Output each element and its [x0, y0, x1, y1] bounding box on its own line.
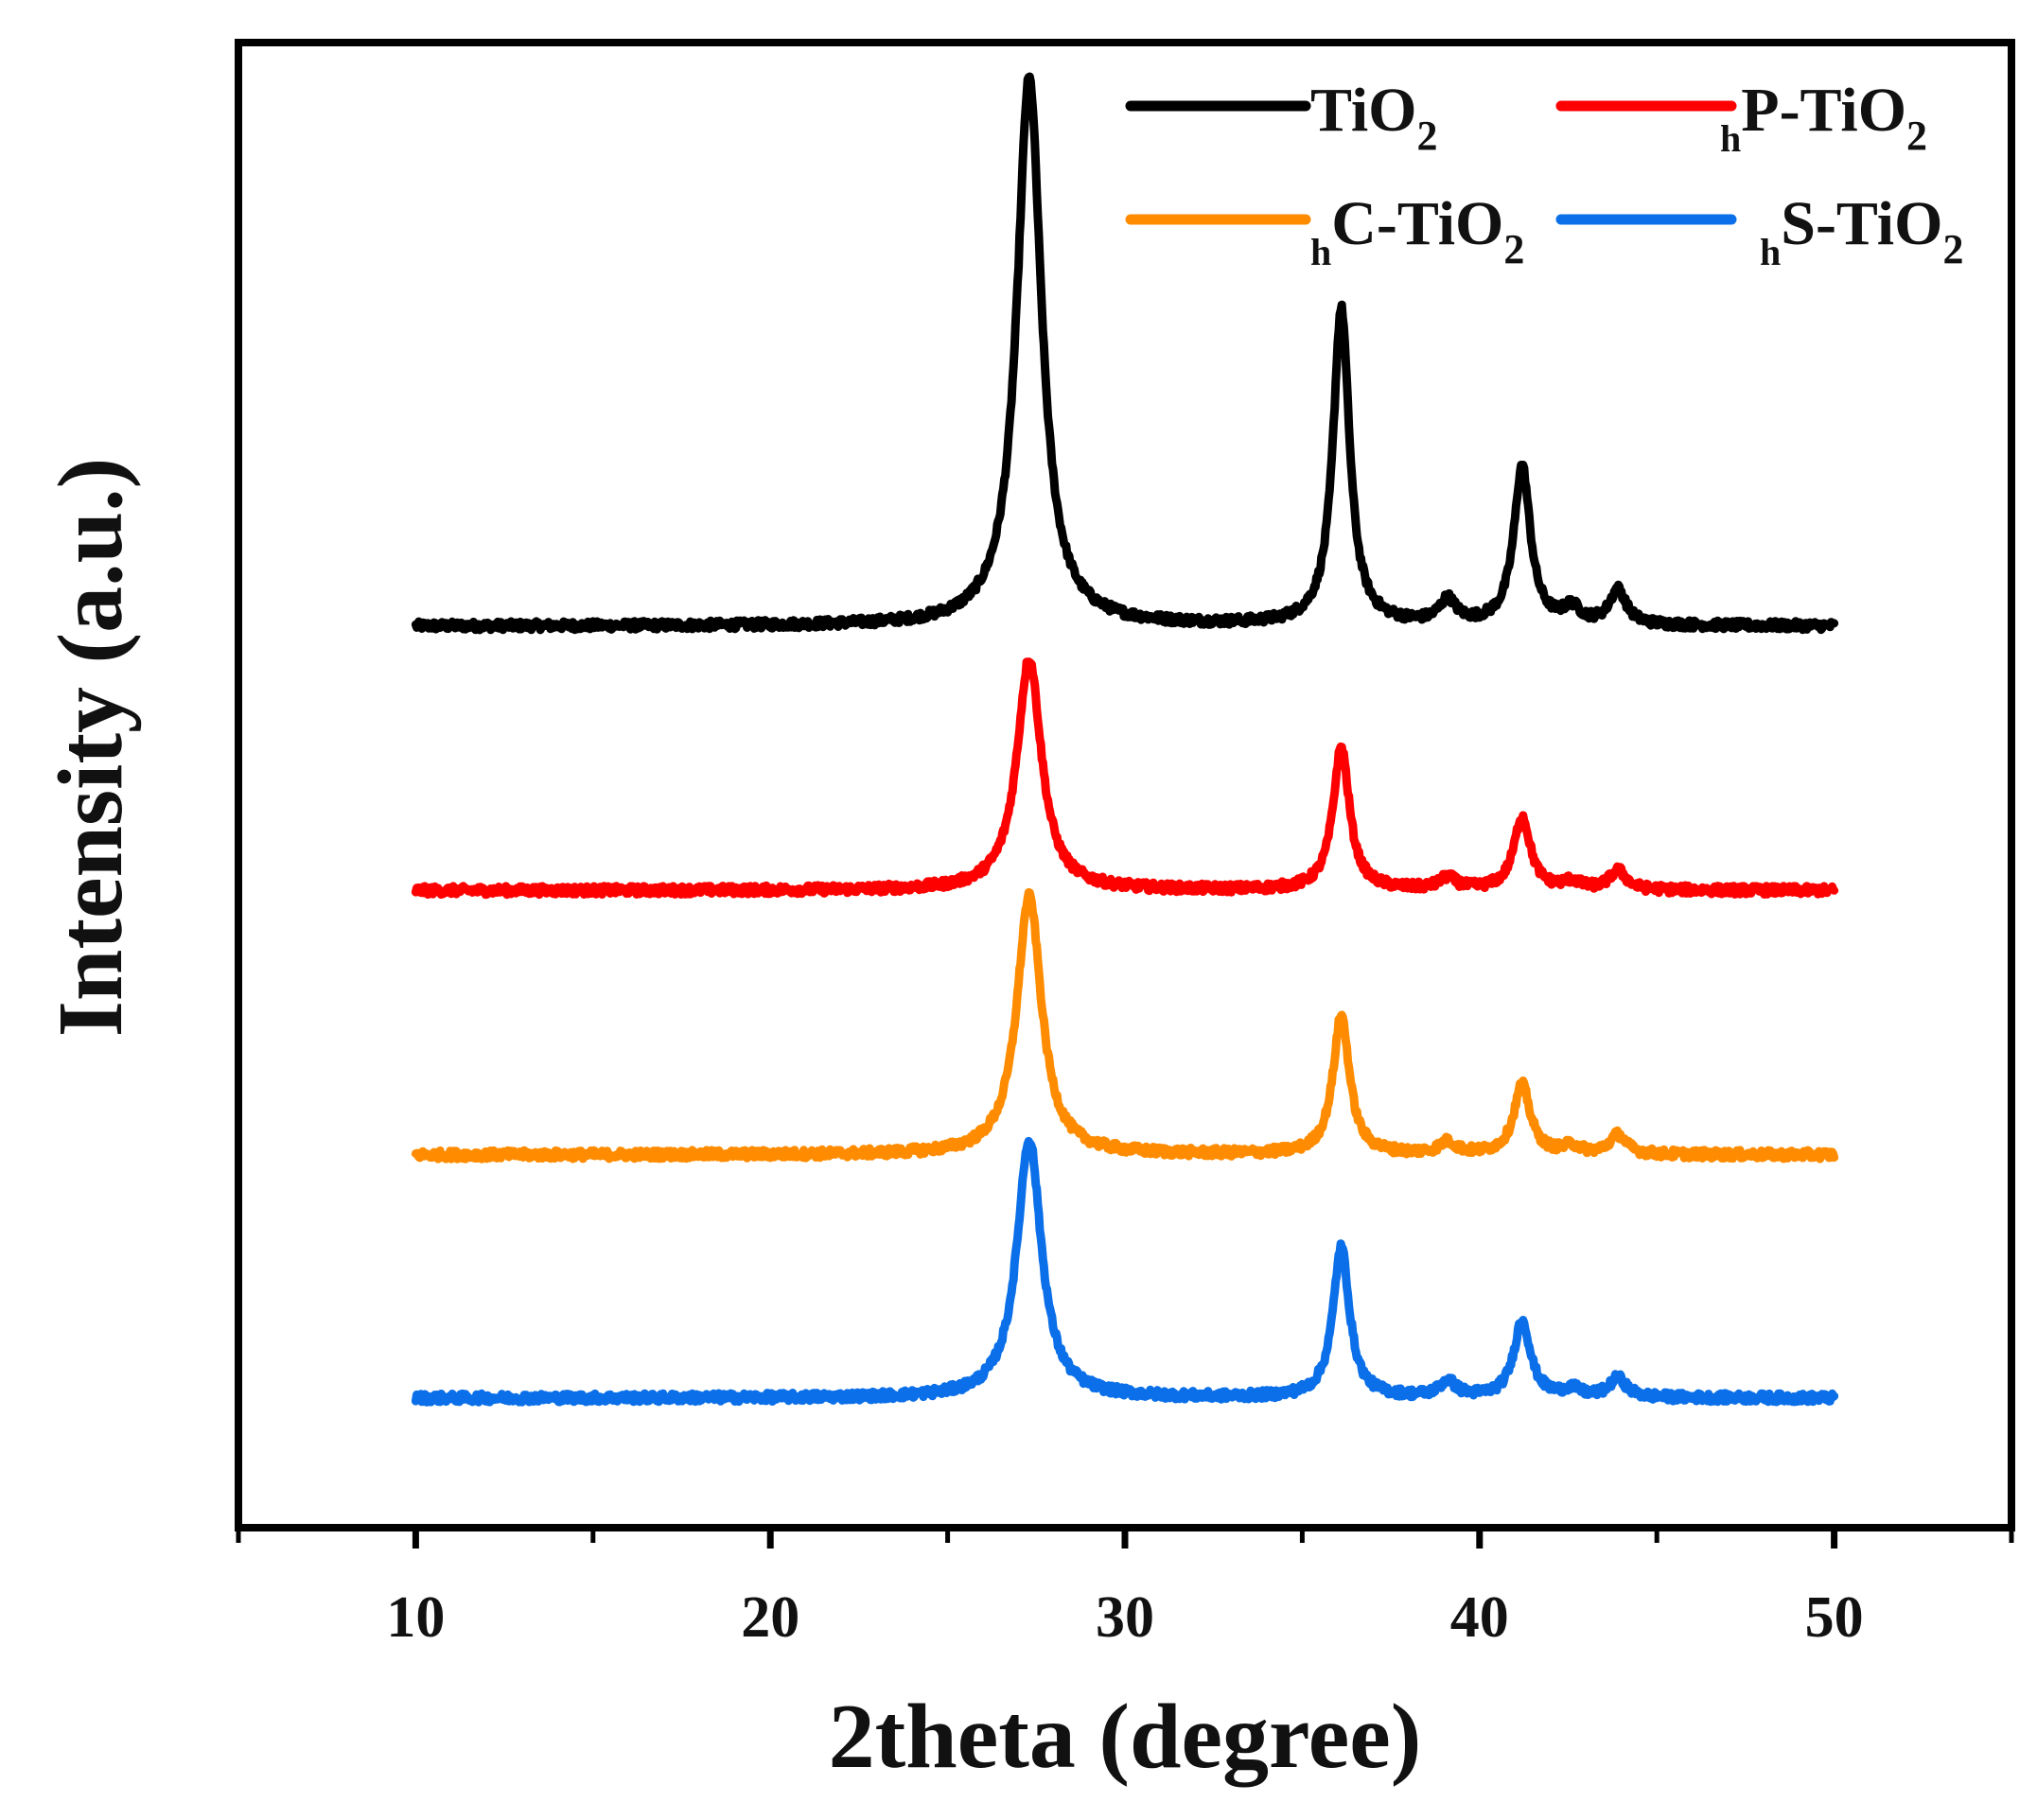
x-axis-ticks: 10 20 30 40 50: [236, 1528, 2014, 1650]
legend-prefix: h: [1310, 231, 1331, 273]
legend-main: C-TiO: [1331, 189, 1503, 258]
legend-subscript: 2: [1503, 226, 1524, 272]
legend-main: S-TiO: [1781, 189, 1942, 258]
legend-label-0: TiO2: [1310, 76, 1438, 159]
series-layer: [411, 72, 1839, 1407]
y-axis-label: Intensity (a.u.): [40, 458, 142, 1038]
series-line-3: [411, 1136, 1839, 1407]
legend-label-1: hP-TiO2: [1720, 76, 1927, 160]
x-tick-label: 20: [741, 1585, 799, 1650]
x-tick-label: 40: [1450, 1585, 1509, 1650]
legend-main: TiO: [1310, 76, 1417, 145]
series-line-1: [411, 657, 1839, 900]
x-tick-label: 30: [1096, 1585, 1154, 1650]
legend-main: P-TiO: [1741, 76, 1906, 145]
series-line-0: [411, 72, 1839, 635]
series-line-2: [411, 887, 1839, 1164]
x-axis-label: 2theta (degree): [829, 1686, 1422, 1788]
legend-label-3: hS-TiO2: [1760, 189, 1963, 273]
x-tick-label: 50: [1805, 1585, 1864, 1650]
legend-subscript: 2: [1417, 113, 1438, 159]
legend-label-2: hC-TiO2: [1310, 189, 1524, 273]
legend-prefix: h: [1720, 117, 1741, 160]
legend-subscript: 2: [1942, 226, 1963, 272]
legend-subscript: 2: [1906, 113, 1927, 159]
x-tick-label: 10: [386, 1585, 445, 1650]
legend-prefix: h: [1760, 231, 1781, 273]
